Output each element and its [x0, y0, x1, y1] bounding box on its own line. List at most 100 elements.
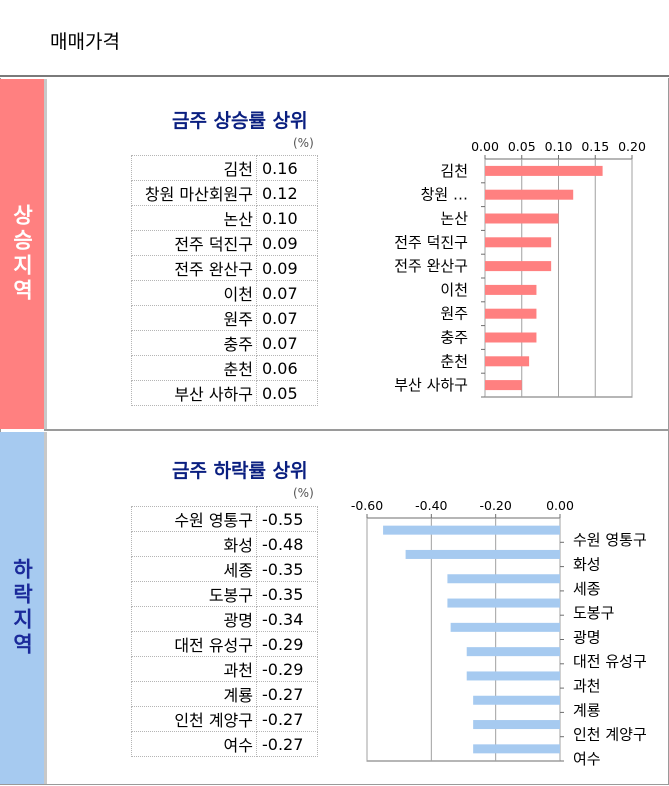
category-label: 인천 계양구	[573, 726, 647, 744]
category-label: 원주	[440, 305, 468, 323]
fall-title: 금주 하락률 상위	[172, 460, 308, 482]
category-label: 춘천	[440, 352, 468, 370]
change-value: 0.10	[256, 205, 318, 231]
section-divider	[44, 429, 668, 431]
category-label: 계룡	[573, 701, 601, 719]
tick-label: -0.20	[479, 498, 511, 513]
change-value: 0.06	[256, 355, 318, 381]
table-row: 부산 사하구 0.05	[131, 380, 318, 406]
bar	[466, 671, 560, 681]
table-row: 창원 마산회원구 0.12	[131, 180, 318, 206]
category-label: 전주 완산구	[394, 257, 468, 275]
bar	[485, 356, 530, 367]
region-name: 계룡	[131, 681, 257, 707]
change-value: -0.29	[256, 656, 318, 682]
bar	[466, 647, 560, 657]
category-label: 화성	[573, 555, 601, 573]
fall-unit: (%)	[293, 486, 314, 500]
bar	[485, 189, 574, 200]
table-row: 계룡 -0.27	[131, 681, 318, 707]
change-value: 0.09	[256, 255, 318, 281]
change-value: -0.27	[256, 681, 318, 707]
rise-side-label: 상승지역	[0, 79, 47, 429]
table-row: 전주 덕진구 0.09	[131, 230, 318, 256]
tick-label: 0.00	[546, 498, 574, 513]
category-label: 과천	[573, 677, 601, 695]
fall-side-label: 하락지역	[0, 432, 47, 784]
change-value: 0.07	[256, 330, 318, 356]
change-value: -0.29	[256, 631, 318, 657]
tick-label: 0.15	[581, 139, 609, 154]
table-row: 인천 계양구 -0.27	[131, 706, 318, 732]
category-label: 창원 …	[421, 186, 468, 204]
bar	[485, 308, 537, 319]
table-row: 논산 0.10	[131, 205, 318, 231]
page-title: 매매가격	[50, 31, 120, 53]
category-label: 전주 덕진구	[394, 233, 468, 251]
table-row: 김천 0.16	[131, 155, 318, 181]
bar	[485, 165, 603, 176]
region-name: 세종	[131, 556, 257, 582]
category-label: 광명	[573, 628, 601, 646]
table-row: 춘천 0.06	[131, 355, 318, 381]
category-label: 도봉구	[573, 604, 614, 622]
bar	[383, 525, 560, 535]
category-label: 대전 유성구	[573, 653, 647, 671]
change-value: 0.05	[256, 380, 318, 406]
tick-label: -0.40	[415, 498, 447, 513]
bar	[450, 622, 560, 632]
region-name: 인천 계양구	[131, 706, 257, 732]
category-label: 수원 영통구	[573, 531, 647, 549]
rise-unit: (%)	[293, 136, 314, 150]
region-name: 춘천	[131, 355, 257, 381]
table-row: 충주 0.07	[131, 330, 318, 356]
bar	[473, 695, 560, 705]
category-label: 세종	[573, 580, 601, 598]
bar	[447, 574, 560, 584]
bar	[473, 744, 560, 754]
category-label: 부산 사하구	[394, 376, 468, 394]
category-label: 충주	[440, 329, 468, 347]
bar	[485, 213, 559, 224]
region-name: 화성	[131, 531, 257, 557]
region-name: 도봉구	[131, 581, 257, 607]
tick-label: 0.20	[618, 139, 646, 154]
bar	[447, 598, 560, 608]
change-value: 0.09	[256, 230, 318, 256]
bar	[485, 237, 552, 248]
table-row: 세종 -0.35	[131, 556, 318, 582]
change-value: 0.07	[256, 280, 318, 306]
fall-table: 수원 영통구 -0.55 화성 -0.48 세종 -0.35 도봉구 -0.35 광명 -0.34…	[131, 506, 318, 757]
region-name: 이천	[131, 280, 257, 306]
table-row: 대전 유성구 -0.29	[131, 631, 318, 657]
category-label: 논산	[440, 210, 468, 228]
category-label: 이천	[440, 281, 468, 299]
table-row: 이천 0.07	[131, 280, 318, 306]
change-value: 0.12	[256, 180, 318, 206]
tick-label: 0.05	[508, 139, 536, 154]
rise-side-text: 상승지역	[10, 204, 34, 304]
header-rule	[0, 75, 669, 77]
category-label: 여수	[573, 750, 601, 768]
bar	[485, 284, 537, 295]
bar	[485, 261, 552, 272]
region-name: 대전 유성구	[131, 631, 257, 657]
region-name: 부산 사하구	[131, 380, 257, 406]
rise-table: 김천 0.16 창원 마산회원구 0.12 논산 0.10 전주 덕진구 0.09 전주 완산구…	[131, 155, 318, 406]
rise-title: 금주 상승률 상위	[172, 110, 308, 132]
change-value: -0.27	[256, 731, 318, 757]
table-row: 원주 0.07	[131, 305, 318, 331]
category-label: 김천	[440, 162, 468, 180]
table-row: 도봉구 -0.35	[131, 581, 318, 607]
bar	[485, 332, 537, 343]
tick-label: 0.00	[471, 139, 499, 154]
tick-label: -0.60	[351, 498, 383, 513]
change-value: -0.35	[256, 556, 318, 582]
bar	[405, 549, 560, 559]
change-value: -0.27	[256, 706, 318, 732]
table-row: 여수 -0.27	[131, 731, 318, 757]
tick-label: 0.10	[545, 139, 573, 154]
bar	[473, 720, 560, 730]
bar	[485, 380, 522, 391]
